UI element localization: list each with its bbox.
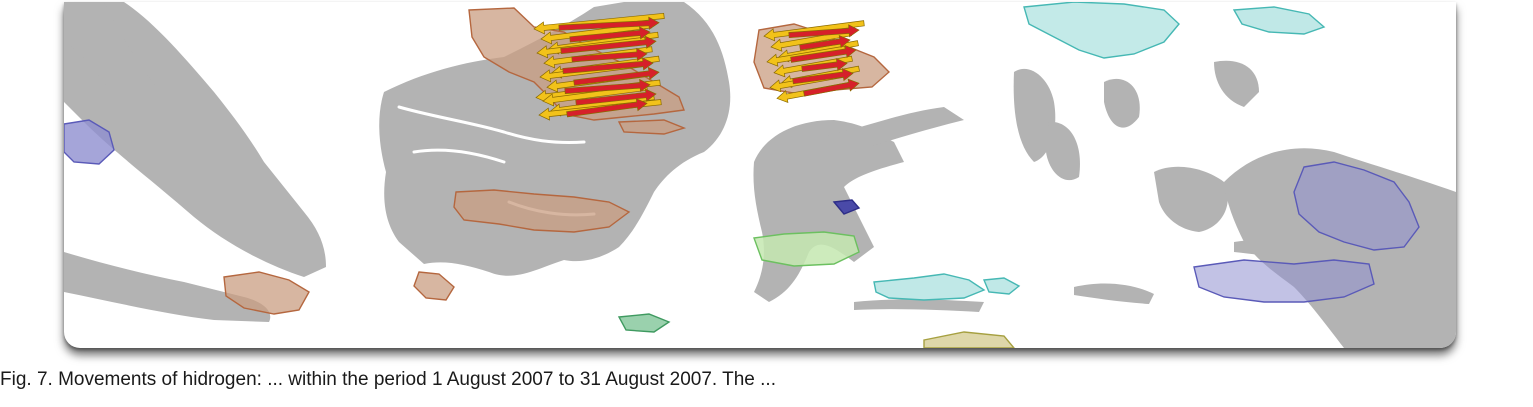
region-olive-south: [923, 331, 1015, 348]
movement-arrow-yellow: [540, 22, 652, 45]
land-timor: [1074, 283, 1154, 304]
movement-arrow-red: [803, 78, 860, 97]
region-cyan-flores: [873, 273, 986, 301]
region-map[interactable]: [64, 2, 1456, 348]
movement-arrow-red: [792, 68, 854, 85]
movement-arrow-red: [569, 26, 651, 43]
movement-arrow-red: [560, 35, 657, 54]
land-sulawesi: [753, 120, 904, 302]
movement-arrow-red: [801, 58, 848, 72]
land-peninsula: [64, 2, 164, 112]
movement-arrow-red: [562, 57, 654, 74]
movement-arrow-red: [573, 66, 660, 86]
region-purple-papua-south: [1193, 259, 1375, 303]
movement-arrow-red: [571, 47, 648, 63]
land-philippines-1: [1013, 68, 1056, 162]
land-philippines-3: [1104, 78, 1140, 128]
movement-arrow-red: [566, 98, 648, 118]
region-brown-java-west: [223, 271, 310, 315]
land-philippines-2: [1046, 121, 1080, 181]
region-green-sulawesi: [753, 231, 860, 267]
arrow-cluster-west: [533, 12, 665, 121]
region-cyan-ne2: [1232, 6, 1326, 35]
arrow-cluster-east: [763, 20, 865, 104]
region-brown-central-borneo: [453, 189, 631, 233]
movement-arrow-red: [790, 45, 857, 63]
movement-arrow-red: [564, 78, 651, 94]
land-java: [64, 252, 271, 322]
region-purple-papua-north: [1293, 161, 1420, 251]
region-purple-west: [64, 119, 115, 165]
region-purple-dot: [832, 199, 861, 215]
region-brown-java-east: [413, 271, 455, 301]
land-sulawesi-ne: [824, 107, 964, 152]
movement-arrow-red: [575, 88, 657, 106]
movement-arrow-yellow: [542, 84, 648, 107]
land-small-ne: [1214, 60, 1259, 107]
region-green-small: [617, 313, 671, 333]
land-halmahera: [1154, 166, 1228, 232]
movement-arrow-red: [799, 35, 851, 51]
movement-arrow-red: [788, 24, 860, 39]
figure-caption: Fig. 7. Movements of hidrogen: ... withi…: [0, 369, 776, 390]
land-flores: [854, 299, 984, 312]
map-frame: [64, 2, 1456, 348]
movement-arrow-red: [558, 16, 660, 31]
region-cyan-northeast: [1023, 2, 1180, 59]
region-cyan-small: [982, 277, 1021, 295]
region-brown-strip: [617, 119, 687, 135]
